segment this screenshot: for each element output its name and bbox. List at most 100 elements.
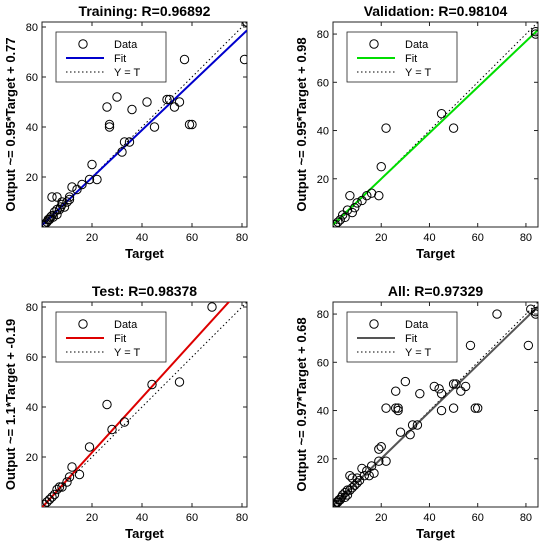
all-data-point: [407, 420, 418, 430]
test-data-point: [57, 482, 67, 492]
validation-plot-area: [333, 22, 538, 227]
all-data-point: [391, 386, 401, 396]
all-data-point: [448, 403, 459, 413]
all-data-point: [412, 420, 423, 430]
validation-data-point: [335, 215, 345, 225]
all-data-point: [335, 495, 345, 505]
training-data-point: [52, 192, 62, 202]
training-data-point: [104, 122, 115, 132]
all-data-point: [352, 478, 362, 488]
test-data-point: [49, 489, 60, 500]
training-data-point: [117, 147, 127, 157]
test-legend-label: Y = T: [114, 347, 140, 359]
all-data-point: [362, 466, 372, 476]
test-legend-label: Fit: [114, 333, 126, 345]
validation-y-label: Output ~= 0.95*Target + 0.98: [294, 37, 309, 211]
test-y-tick-label: 40: [26, 402, 38, 414]
validation-data-point: [345, 190, 355, 201]
training-data-point: [164, 94, 175, 105]
all-data-point: [395, 427, 406, 437]
all-x-tick-label: 20: [375, 512, 387, 524]
training-data-point: [77, 179, 87, 190]
all-legend-label: Data: [405, 319, 429, 331]
training-data-point: [119, 137, 130, 147]
validation-y-tick-label: 80: [317, 29, 329, 41]
training-x-tick-label: 20: [86, 232, 98, 244]
all-data-point: [357, 463, 367, 474]
validation-data-point: [448, 123, 459, 133]
test-plot-area: [42, 302, 247, 507]
training-x-tick-label: 40: [136, 232, 148, 244]
validation-data-point: [333, 219, 341, 227]
training-data-point: [127, 104, 137, 115]
test-data-point: [42, 499, 50, 507]
all-data-point: [465, 340, 476, 351]
all-data-point: [347, 473, 357, 483]
all-legend-data-marker: [369, 319, 379, 329]
validation-data-point: [352, 198, 362, 208]
test-x-tick-label: 40: [136, 512, 148, 524]
all-data-point: [342, 485, 353, 495]
training-y-tick-label: 40: [26, 122, 38, 134]
test-data-point: [119, 417, 130, 427]
all-title: All: R=0.97329: [388, 283, 484, 299]
test-data-point: [84, 442, 95, 452]
all-data-point: [374, 444, 384, 454]
all-x-tick-label: 60: [472, 512, 484, 524]
test-data-point: [67, 462, 77, 472]
validation-panel: 20 20 40 40 60 60 80 80 Validation: R=0.98104 Tar…: [294, 3, 539, 261]
all-data-point: [340, 487, 350, 498]
all-data-point: [436, 388, 447, 399]
all-data-point: [354, 475, 365, 486]
training-plot-area: [42, 22, 247, 227]
test-data-point: [54, 482, 65, 492]
validation-x-tick-label: 60: [472, 232, 484, 244]
test-identity-line: [42, 302, 247, 507]
training-data-point: [92, 174, 102, 185]
all-data-point: [350, 480, 360, 490]
validation-x-label: Target: [416, 246, 455, 261]
all-data-point: [342, 490, 353, 500]
all-data-point: [530, 309, 538, 319]
all-data-point: [523, 340, 534, 351]
all-data-point: [460, 381, 471, 392]
test-data-point: [102, 399, 112, 410]
training-data-point: [62, 197, 72, 207]
validation-data-point: [350, 203, 360, 213]
all-data-point: [526, 304, 536, 314]
validation-x-tick-label: 20: [375, 232, 387, 244]
all-data-point: [391, 403, 401, 413]
training-data-point: [104, 119, 115, 130]
training-data-point: [64, 192, 75, 202]
test-data-point: [42, 497, 52, 507]
test-panel: 20 20 40 40 60 60 80 80 Test: R=0.98378 Target Out…: [3, 283, 248, 541]
training-data-point: [162, 94, 172, 105]
validation-data-point: [366, 188, 377, 198]
validation-y-tick-label: 40: [317, 126, 329, 138]
training-legend-data-marker: [78, 39, 88, 49]
validation-data-point: [357, 195, 367, 206]
training-x-tick-label: 60: [186, 232, 198, 244]
training-data-point: [112, 92, 122, 102]
all-data-point: [376, 442, 386, 452]
training-data-point: [174, 97, 185, 107]
test-x-tick-label: 60: [186, 512, 198, 524]
all-legend-label: Y = T: [405, 347, 431, 359]
training-data-point: [49, 207, 60, 217]
validation-title: Validation: R=0.98104: [364, 3, 508, 19]
training-data-point: [52, 209, 62, 220]
test-x-label: Target: [125, 526, 164, 541]
training-y-label: Output ~= 0.95*Target + 0.77: [3, 37, 18, 211]
all-data-point: [448, 379, 459, 389]
test-data-point: [107, 424, 117, 435]
validation-data-point: [340, 212, 350, 223]
all-data-point: [337, 490, 348, 500]
training-data-point: [47, 192, 57, 202]
training-panel: 20 20 40 40 60 60 80 80 Training: R=0.96892 Targe…: [3, 3, 248, 261]
test-data-point: [62, 477, 72, 487]
validation-data-point: [333, 217, 343, 227]
training-data-point: [187, 119, 197, 130]
validation-legend-data-marker: [369, 39, 379, 49]
all-data-point: [345, 485, 355, 495]
test-data-point: [52, 484, 62, 495]
